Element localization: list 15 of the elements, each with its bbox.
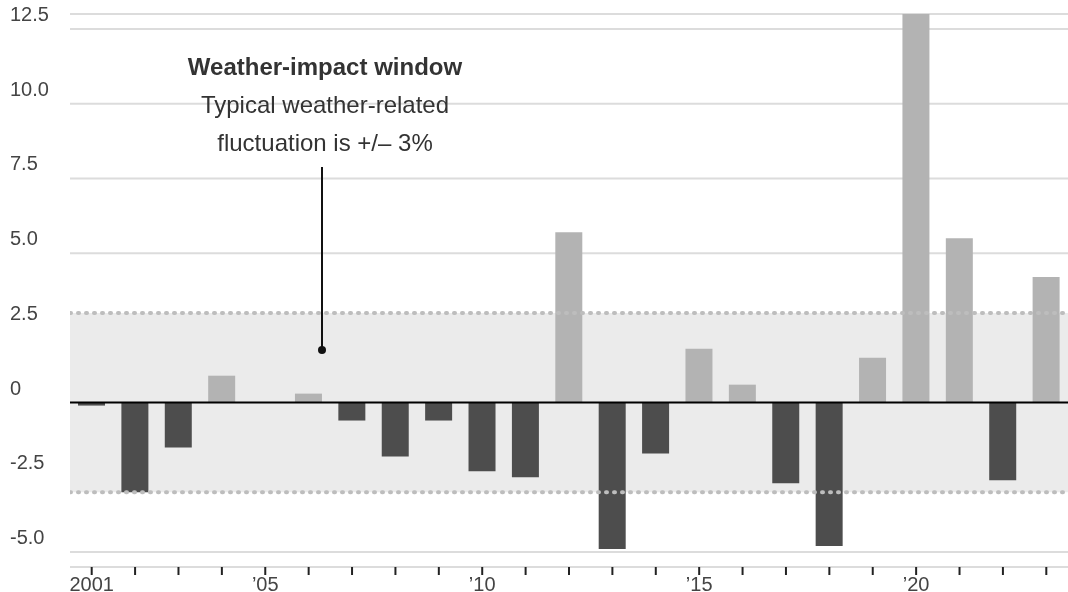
y-tick-label: 7.5 xyxy=(10,152,38,175)
y-tick-label: -2.5 xyxy=(10,451,45,474)
y-tick-label: 10.0 xyxy=(10,77,49,100)
y-tick-label: 2.5 xyxy=(10,301,38,324)
x-tick-label: ’20 xyxy=(902,573,930,592)
annotation: Typical weather-related fluctuation is +/– 3% xyxy=(199,90,451,158)
annotation: Weather-impact window xyxy=(186,52,464,82)
x-tick-label: ’10 xyxy=(468,573,496,592)
y-tick-label: 5.0 xyxy=(10,227,38,250)
y-tick-label: 0 xyxy=(10,376,22,399)
y-tick-label: 12.5 xyxy=(10,2,49,25)
y-tick-label: -5.0 xyxy=(10,526,45,549)
x-tick-label: ’15 xyxy=(685,573,713,592)
x-tick-label: 2001 xyxy=(69,573,114,592)
x-tick-label: ’05 xyxy=(251,573,279,592)
